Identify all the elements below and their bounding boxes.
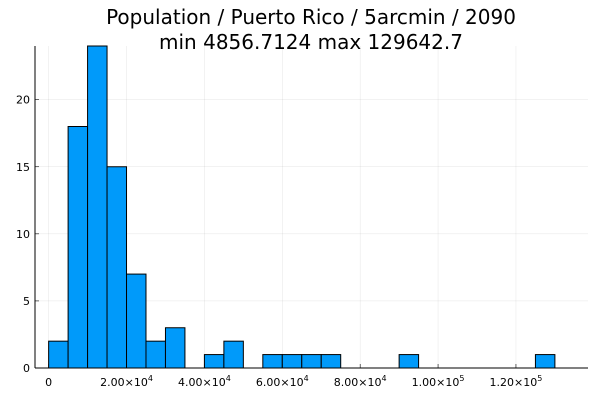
histogram-bar-10: [281, 354, 303, 369]
x-tick-label-2: 4.00×104: [178, 374, 231, 389]
x-tick-label-5: 1.00×105: [412, 374, 465, 389]
y-tick-label-4: 20: [16, 94, 30, 107]
tick-labels-layer: 0 2.00×104 4.00×104 6.00×104 8.00×104 1.00×10…: [16, 94, 542, 389]
histogram-bar-3: [106, 166, 128, 369]
histogram-bar-14: [534, 354, 556, 369]
x-tick-label-6: 1.20×105: [490, 374, 543, 389]
x-tick-label-0: 0: [45, 376, 52, 389]
histogram-bar-6: [164, 327, 186, 369]
y-tick-label-3: 15: [16, 161, 30, 174]
histogram-bar-1: [67, 126, 89, 369]
histogram-bar-12: [320, 354, 342, 369]
chart-title-line2: min 4856.7124 max 129642.7: [159, 30, 463, 54]
histogram-bar-7: [203, 354, 225, 369]
x-tick-label-4: 8.00×104: [334, 374, 387, 389]
histogram-bar-8: [223, 340, 244, 369]
histogram-bar-5: [145, 340, 166, 369]
histogram-bar-4: [126, 273, 147, 369]
histogram-bar-0: [48, 340, 69, 369]
histogram-bar-2: [87, 45, 108, 369]
chart-title-line1: Population / Puerto Rico / 5arcmin / 209…: [106, 5, 516, 29]
y-tick-label-0: 0: [23, 362, 30, 375]
y-tick-label-1: 5: [23, 295, 30, 308]
bars-layer: [48, 45, 556, 369]
x-tick-label-3: 6.00×104: [256, 374, 309, 389]
histogram-bar-11: [301, 354, 322, 369]
y-tick-label-2: 10: [16, 228, 30, 241]
histogram-bar-13: [398, 354, 420, 369]
x-tick-label-1: 2.00×104: [100, 374, 153, 389]
histogram-bar-9: [262, 354, 283, 369]
